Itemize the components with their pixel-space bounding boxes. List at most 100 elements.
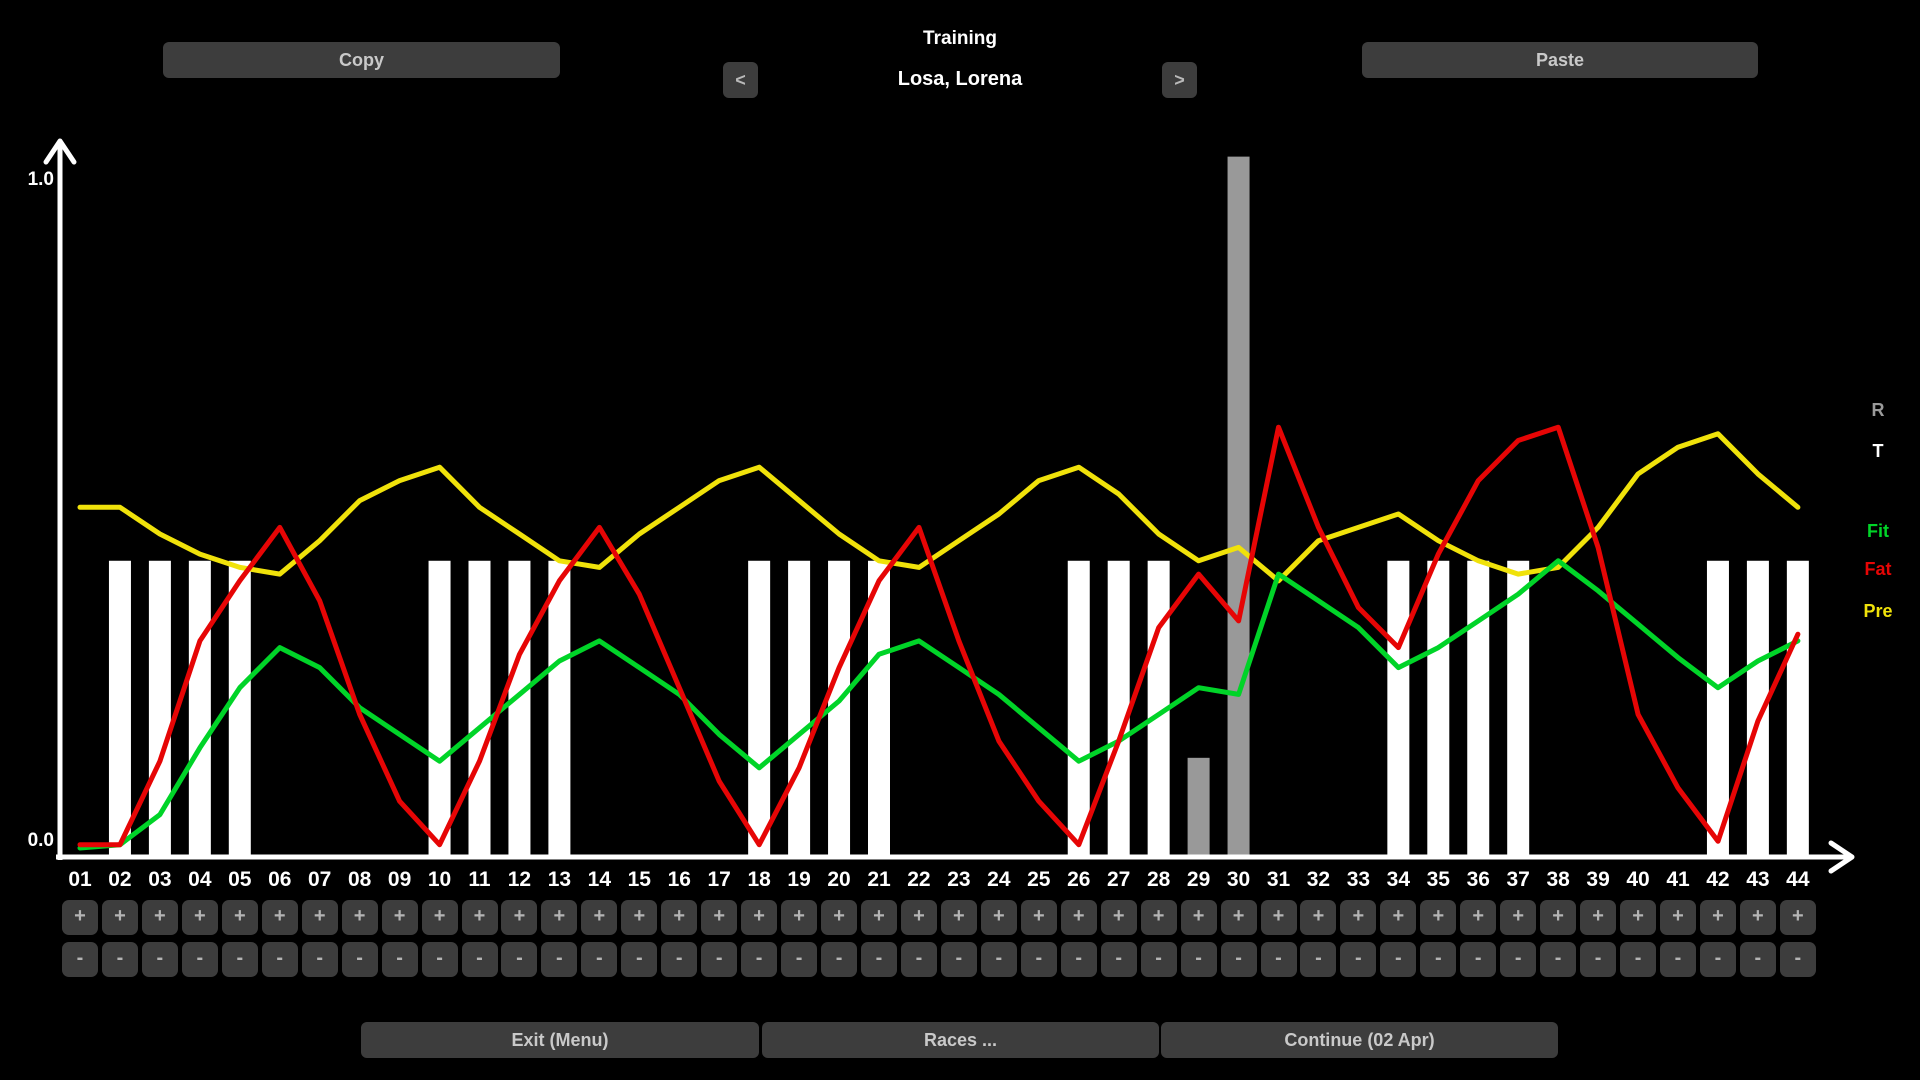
week-08-plus-button[interactable]: + xyxy=(341,900,378,935)
week-14-minus-button[interactable]: - xyxy=(581,942,618,977)
week-30-plus-button[interactable]: + xyxy=(1220,900,1257,935)
week-12-minus-button[interactable]: - xyxy=(501,942,538,977)
week-17-minus-button[interactable]: - xyxy=(701,942,738,977)
week-24-minus-button[interactable]: - xyxy=(980,942,1017,977)
week-07-plus-button[interactable]: + xyxy=(301,900,338,935)
week-36-plus-button[interactable]: + xyxy=(1460,900,1497,935)
week-label-26: 26 xyxy=(1067,868,1091,891)
week-31-plus-button[interactable]: + xyxy=(1260,900,1297,935)
paste-button[interactable]: Paste xyxy=(1362,42,1758,78)
training-bar-week-05 xyxy=(228,560,251,855)
week-15-plus-button[interactable]: + xyxy=(621,900,658,935)
week-44-plus-button[interactable]: + xyxy=(1779,900,1816,935)
week-40-minus-button[interactable]: - xyxy=(1620,942,1657,977)
week-10-plus-button[interactable]: + xyxy=(421,900,458,935)
week-13-minus-button[interactable]: - xyxy=(541,942,578,977)
week-25-minus-button[interactable]: - xyxy=(1020,942,1057,977)
week-20-minus-button[interactable]: - xyxy=(821,942,858,977)
week-15-minus-button[interactable]: - xyxy=(621,942,658,977)
week-41-minus-button[interactable]: - xyxy=(1660,942,1696,977)
week-13-plus-button[interactable]: + xyxy=(541,900,578,935)
week-28-minus-button[interactable]: - xyxy=(1140,942,1177,977)
week-16-plus-button[interactable]: + xyxy=(661,900,698,935)
week-22-minus-button[interactable]: - xyxy=(900,942,937,977)
week-37-plus-button[interactable]: + xyxy=(1500,900,1537,935)
week-41-plus-button[interactable]: + xyxy=(1660,900,1696,935)
week-43-minus-button[interactable]: - xyxy=(1739,942,1776,977)
week-09-minus-button[interactable]: - xyxy=(381,942,418,977)
week-02-minus-button[interactable]: - xyxy=(101,942,138,977)
week-39-minus-button[interactable]: - xyxy=(1580,942,1617,977)
week-40-plus-button[interactable]: + xyxy=(1620,900,1657,935)
week-03-minus-button[interactable]: - xyxy=(141,942,178,977)
prev-rider-button[interactable]: < xyxy=(723,62,758,98)
week-20-plus-button[interactable]: + xyxy=(821,900,858,935)
week-28-plus-button[interactable]: + xyxy=(1140,900,1177,935)
next-rider-button[interactable]: > xyxy=(1162,62,1197,98)
week-34-plus-button[interactable]: + xyxy=(1380,900,1417,935)
week-43-plus-button[interactable]: + xyxy=(1739,900,1776,935)
week-38-minus-button[interactable]: - xyxy=(1540,942,1577,977)
week-01-minus-button[interactable]: - xyxy=(62,942,98,977)
week-32-plus-button[interactable]: + xyxy=(1300,900,1337,935)
week-38-plus-button[interactable]: + xyxy=(1540,900,1577,935)
week-09-plus-button[interactable]: + xyxy=(381,900,418,935)
week-04-minus-button[interactable]: - xyxy=(181,942,218,977)
week-14-plus-button[interactable]: + xyxy=(581,900,618,935)
week-18-plus-button[interactable]: + xyxy=(741,900,778,935)
week-17-plus-button[interactable]: + xyxy=(701,900,738,935)
week-05-plus-button[interactable]: + xyxy=(221,900,258,935)
week-11-minus-button[interactable]: - xyxy=(461,942,498,977)
week-23-plus-button[interactable]: + xyxy=(940,900,977,935)
week-33-minus-button[interactable]: - xyxy=(1340,942,1377,977)
week-07-minus-button[interactable]: - xyxy=(301,942,338,977)
week-21-plus-button[interactable]: + xyxy=(861,900,897,935)
week-19-minus-button[interactable]: - xyxy=(781,942,818,977)
week-35-plus-button[interactable]: + xyxy=(1420,900,1457,935)
week-33-plus-button[interactable]: + xyxy=(1340,900,1377,935)
continue-button[interactable]: Continue (02 Apr) xyxy=(1161,1022,1558,1058)
week-18-minus-button[interactable]: - xyxy=(741,942,778,977)
week-05-minus-button[interactable]: - xyxy=(221,942,258,977)
week-27-plus-button[interactable]: + xyxy=(1100,900,1137,935)
week-36-minus-button[interactable]: - xyxy=(1460,942,1497,977)
week-29-minus-button[interactable]: - xyxy=(1180,942,1217,977)
week-22-plus-button[interactable]: + xyxy=(900,900,937,935)
week-03-plus-button[interactable]: + xyxy=(141,900,178,935)
week-29-plus-button[interactable]: + xyxy=(1180,900,1217,935)
week-02-plus-button[interactable]: + xyxy=(101,900,138,935)
training-bar-week-20 xyxy=(828,560,851,855)
week-04-plus-button[interactable]: + xyxy=(181,900,218,935)
week-06-plus-button[interactable]: + xyxy=(261,900,298,935)
week-39-plus-button[interactable]: + xyxy=(1580,900,1617,935)
week-11-plus-button[interactable]: + xyxy=(461,900,498,935)
week-24-plus-button[interactable]: + xyxy=(980,900,1017,935)
week-37-minus-button[interactable]: - xyxy=(1500,942,1537,977)
week-42-plus-button[interactable]: + xyxy=(1699,900,1736,935)
races-button[interactable]: Races ... xyxy=(762,1022,1159,1058)
week-01-plus-button[interactable]: + xyxy=(62,900,98,935)
week-06-minus-button[interactable]: - xyxy=(261,942,298,977)
week-08-minus-button[interactable]: - xyxy=(341,942,378,977)
week-35-minus-button[interactable]: - xyxy=(1420,942,1457,977)
week-12-plus-button[interactable]: + xyxy=(501,900,538,935)
copy-button[interactable]: Copy xyxy=(163,42,560,78)
week-16-minus-button[interactable]: - xyxy=(661,942,698,977)
race-bar-week-29 xyxy=(1187,757,1210,855)
week-label-11: 11 xyxy=(468,868,491,891)
week-21-minus-button[interactable]: - xyxy=(861,942,897,977)
week-27-minus-button[interactable]: - xyxy=(1100,942,1137,977)
week-42-minus-button[interactable]: - xyxy=(1699,942,1736,977)
week-19-plus-button[interactable]: + xyxy=(781,900,818,935)
week-26-minus-button[interactable]: - xyxy=(1060,942,1097,977)
week-34-minus-button[interactable]: - xyxy=(1380,942,1417,977)
week-44-minus-button[interactable]: - xyxy=(1779,942,1816,977)
week-32-minus-button[interactable]: - xyxy=(1300,942,1337,977)
week-25-plus-button[interactable]: + xyxy=(1020,900,1057,935)
week-26-plus-button[interactable]: + xyxy=(1060,900,1097,935)
week-23-minus-button[interactable]: - xyxy=(940,942,977,977)
week-31-minus-button[interactable]: - xyxy=(1260,942,1297,977)
week-10-minus-button[interactable]: - xyxy=(421,942,458,977)
exit-menu-button[interactable]: Exit (Menu) xyxy=(361,1022,759,1058)
week-30-minus-button[interactable]: - xyxy=(1220,942,1257,977)
